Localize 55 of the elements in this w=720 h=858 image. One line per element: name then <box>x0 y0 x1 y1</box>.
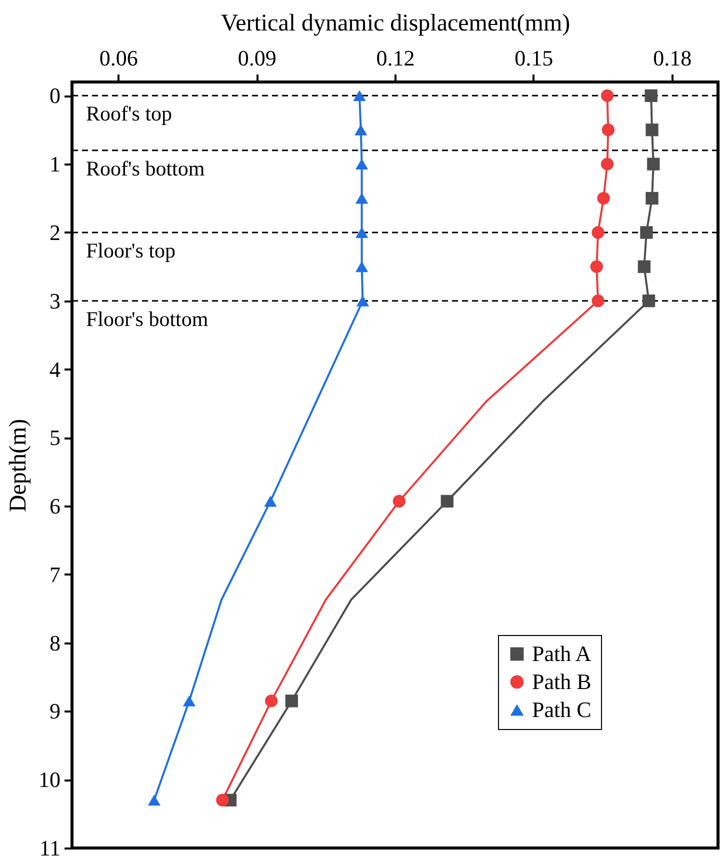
x-tick-label: 0.06 <box>99 46 138 70</box>
legend-label: Path B <box>532 669 592 694</box>
point <box>640 226 653 239</box>
ref-line-label: Roof's top <box>86 102 172 126</box>
point <box>590 260 603 273</box>
point <box>392 494 406 508</box>
ref-line-label: Roof's bottom <box>86 156 205 180</box>
y-tick-label: 9 <box>50 698 60 724</box>
y-tick-label: 8 <box>50 630 60 656</box>
point <box>353 90 366 102</box>
x-tick-label: 0.15 <box>514 46 554 70</box>
y-tick-label: 10 <box>38 767 60 792</box>
point <box>355 261 368 272</box>
y-tick-label: 7 <box>50 562 60 587</box>
point <box>600 89 614 102</box>
y-tick-label: 11 <box>39 836 60 858</box>
y-tick-label: 3 <box>50 288 60 314</box>
point <box>148 794 160 806</box>
point <box>355 192 368 204</box>
y-tick-label: 0 <box>50 83 60 108</box>
legend-label: Path C <box>532 697 592 722</box>
y-tick-label: 2 <box>50 220 60 245</box>
point <box>285 694 298 708</box>
point <box>216 794 229 806</box>
point <box>592 226 604 239</box>
point <box>646 192 658 205</box>
point <box>600 158 614 170</box>
x-tick-label: 0.18 <box>653 46 692 70</box>
ref-line-label: Floor's bottom <box>86 306 208 331</box>
point <box>356 295 370 306</box>
point <box>355 226 368 238</box>
point <box>182 695 196 706</box>
point <box>265 694 278 708</box>
point <box>644 89 658 102</box>
point <box>355 158 368 170</box>
legend-label: Path A <box>532 641 592 666</box>
y-tick-label: 1 <box>50 152 60 177</box>
point <box>642 294 656 308</box>
point <box>602 124 615 136</box>
point <box>647 158 660 170</box>
y-tick-label: 6 <box>50 494 60 519</box>
point <box>597 192 610 205</box>
point <box>592 294 604 308</box>
ref-line-label: Floor's top <box>86 238 176 262</box>
point <box>354 124 368 136</box>
y-tick-label: 5 <box>50 425 60 450</box>
point <box>646 124 658 136</box>
y-axis-title: Depth(m) <box>6 418 32 512</box>
point <box>440 494 454 508</box>
point <box>638 260 650 273</box>
x-axis-title: Vertical dynamic displacement(mm) <box>220 10 570 36</box>
x-tick-label: 0.09 <box>238 46 276 70</box>
point <box>264 496 277 507</box>
x-tick-label: 0.12 <box>376 46 415 70</box>
y-tick-label: 4 <box>50 356 60 382</box>
